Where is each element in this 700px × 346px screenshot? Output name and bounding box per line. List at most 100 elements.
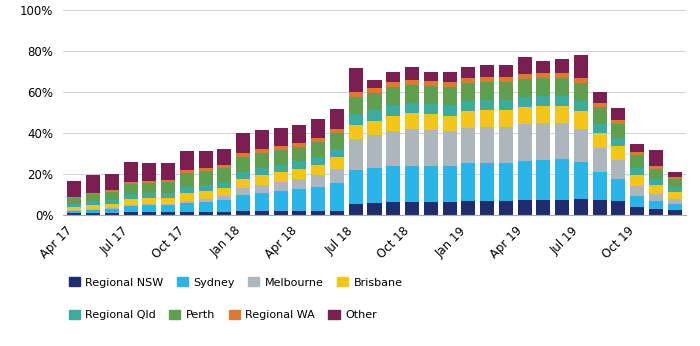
Bar xyxy=(199,191,213,199)
Bar xyxy=(536,122,550,161)
Bar xyxy=(574,55,588,78)
Bar xyxy=(630,207,644,215)
Bar xyxy=(649,179,663,185)
Bar xyxy=(349,67,363,92)
Bar xyxy=(517,200,532,215)
Bar xyxy=(611,161,626,179)
Bar xyxy=(386,202,400,215)
Bar xyxy=(86,201,100,205)
Bar xyxy=(86,194,100,201)
Bar xyxy=(499,82,513,100)
Bar xyxy=(442,131,456,165)
Legend: Regional Qld, Perth, Regional WA, Other: Regional Qld, Perth, Regional WA, Other xyxy=(69,310,377,320)
Bar xyxy=(517,74,532,79)
Bar xyxy=(67,213,81,215)
Bar xyxy=(255,185,269,193)
Bar xyxy=(199,199,213,202)
Bar xyxy=(386,87,400,105)
Bar xyxy=(161,193,175,198)
Bar xyxy=(330,109,344,129)
Bar xyxy=(555,160,569,200)
Bar xyxy=(555,60,569,73)
Bar xyxy=(255,153,269,167)
Bar xyxy=(161,205,175,212)
Bar xyxy=(274,182,288,191)
Bar xyxy=(86,193,100,194)
Bar xyxy=(236,211,250,215)
Bar xyxy=(255,167,269,175)
Bar xyxy=(555,78,569,96)
Bar xyxy=(349,139,363,170)
Bar xyxy=(555,73,569,78)
Bar xyxy=(349,115,363,125)
Bar xyxy=(86,213,100,215)
Bar xyxy=(461,66,475,78)
Bar xyxy=(67,181,81,197)
Bar xyxy=(236,133,250,153)
Bar xyxy=(274,128,288,146)
Bar xyxy=(649,150,663,165)
Bar xyxy=(574,83,588,101)
Bar xyxy=(330,169,344,183)
Bar xyxy=(330,149,344,157)
Bar xyxy=(123,206,138,212)
Bar xyxy=(611,124,626,138)
Bar xyxy=(123,184,138,194)
Bar xyxy=(142,198,156,204)
Bar xyxy=(293,169,307,179)
Bar xyxy=(668,210,682,215)
Bar xyxy=(611,120,626,124)
Bar xyxy=(199,185,213,191)
Bar xyxy=(161,198,175,204)
Bar xyxy=(312,187,326,211)
Bar xyxy=(442,87,456,105)
Bar xyxy=(330,129,344,133)
Bar xyxy=(461,111,475,128)
Bar xyxy=(67,210,81,211)
Bar xyxy=(442,116,456,131)
Bar xyxy=(499,65,513,77)
Bar xyxy=(236,157,250,172)
Bar xyxy=(368,93,382,110)
Bar xyxy=(424,202,438,215)
Bar xyxy=(293,179,307,189)
Bar xyxy=(442,82,456,87)
Bar xyxy=(611,108,626,120)
Bar xyxy=(461,128,475,164)
Bar xyxy=(274,172,288,182)
Bar xyxy=(611,138,626,146)
Bar xyxy=(293,211,307,215)
Bar xyxy=(330,157,344,169)
Bar xyxy=(105,192,119,200)
Bar xyxy=(312,142,326,157)
Bar xyxy=(499,110,513,127)
Bar xyxy=(442,202,456,215)
Bar xyxy=(405,113,419,129)
Bar xyxy=(593,124,607,133)
Bar xyxy=(536,73,550,78)
Bar xyxy=(105,208,119,209)
Bar xyxy=(67,204,81,207)
Bar xyxy=(574,101,588,111)
Bar xyxy=(480,110,494,127)
Bar xyxy=(274,146,288,150)
Bar xyxy=(161,164,175,180)
Bar xyxy=(499,100,513,110)
Bar xyxy=(499,77,513,82)
Bar xyxy=(105,213,119,215)
Bar xyxy=(67,207,81,210)
Bar xyxy=(161,182,175,193)
Bar xyxy=(142,181,156,183)
Bar xyxy=(405,103,419,113)
Bar xyxy=(611,146,626,161)
Bar xyxy=(217,164,232,167)
Bar xyxy=(161,204,175,205)
Bar xyxy=(630,152,644,155)
Bar xyxy=(349,125,363,139)
Bar xyxy=(480,201,494,215)
Bar xyxy=(593,103,607,107)
Bar xyxy=(424,165,438,202)
Bar xyxy=(668,192,682,199)
Bar xyxy=(386,105,400,116)
Bar xyxy=(405,129,419,165)
